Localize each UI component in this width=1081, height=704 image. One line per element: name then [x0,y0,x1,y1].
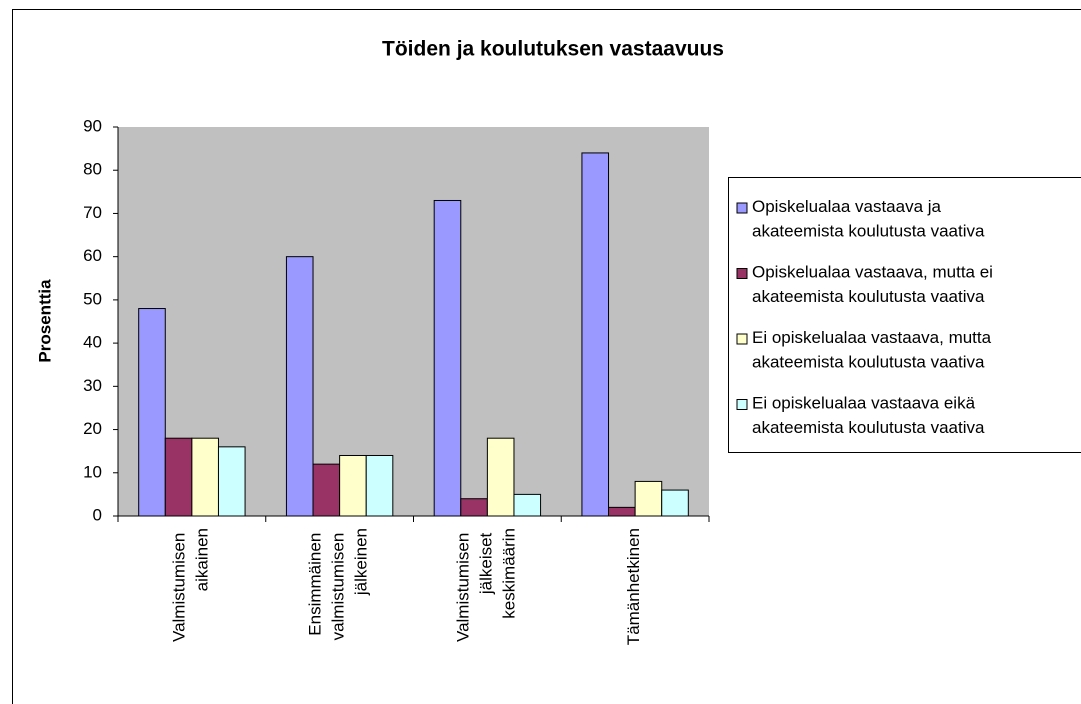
legend-box [728,177,1081,453]
bar [581,152,610,517]
legend-label: Ei opiskelualaa vastaava, mutta akateemi… [752,328,996,372]
bar [365,454,394,517]
legend-swatch [736,268,748,279]
legend-label: Ei opiskelualaa vastaava eikä akateemist… [752,394,985,438]
bar [312,463,341,517]
bar [217,446,246,517]
bar [191,437,219,517]
legend-swatch [736,202,748,214]
bar [634,480,663,517]
y-axis-title: Prosenttia [35,279,54,363]
bar [486,437,515,517]
legend-swatch [736,399,748,410]
y-tick-label: 50 [83,289,102,308]
bar [138,308,166,517]
bar [460,498,488,517]
y-tick-label: 20 [83,419,102,438]
bar [433,199,462,517]
y-tick-label: 0 [93,505,102,524]
y-tick-label: 70 [83,203,102,222]
legend-label: Opiskelualaa vastaava ja akateemista kou… [752,197,985,241]
bar [339,454,367,517]
legend-swatch [736,333,748,345]
x-tick-label: Tämänhetkinen [625,528,644,645]
y-tick-label: 60 [83,246,102,265]
x-tick-label: Valmistumisen jälkeiset keskimäärin [454,528,519,642]
bar [513,493,542,517]
x-tick-label: Valmistumisen aikainen [170,528,212,642]
legend-label: Opiskelualaa vastaava, mutta ei akateemi… [752,263,998,307]
bar [164,437,193,517]
y-tick-label: 40 [83,333,102,352]
y-tick-label: 10 [83,462,102,481]
bar [608,506,636,517]
chart-title: Töiden ja koulutuksen vastaavuus [382,38,724,61]
x-tick-label: Ensimmäinen valmistumisen jälkeinen [306,528,371,640]
y-tick-label: 30 [83,376,102,395]
y-tick-label: 80 [83,160,102,179]
bar [285,256,314,517]
bar [661,489,689,517]
y-tick-label: 90 [83,116,102,135]
